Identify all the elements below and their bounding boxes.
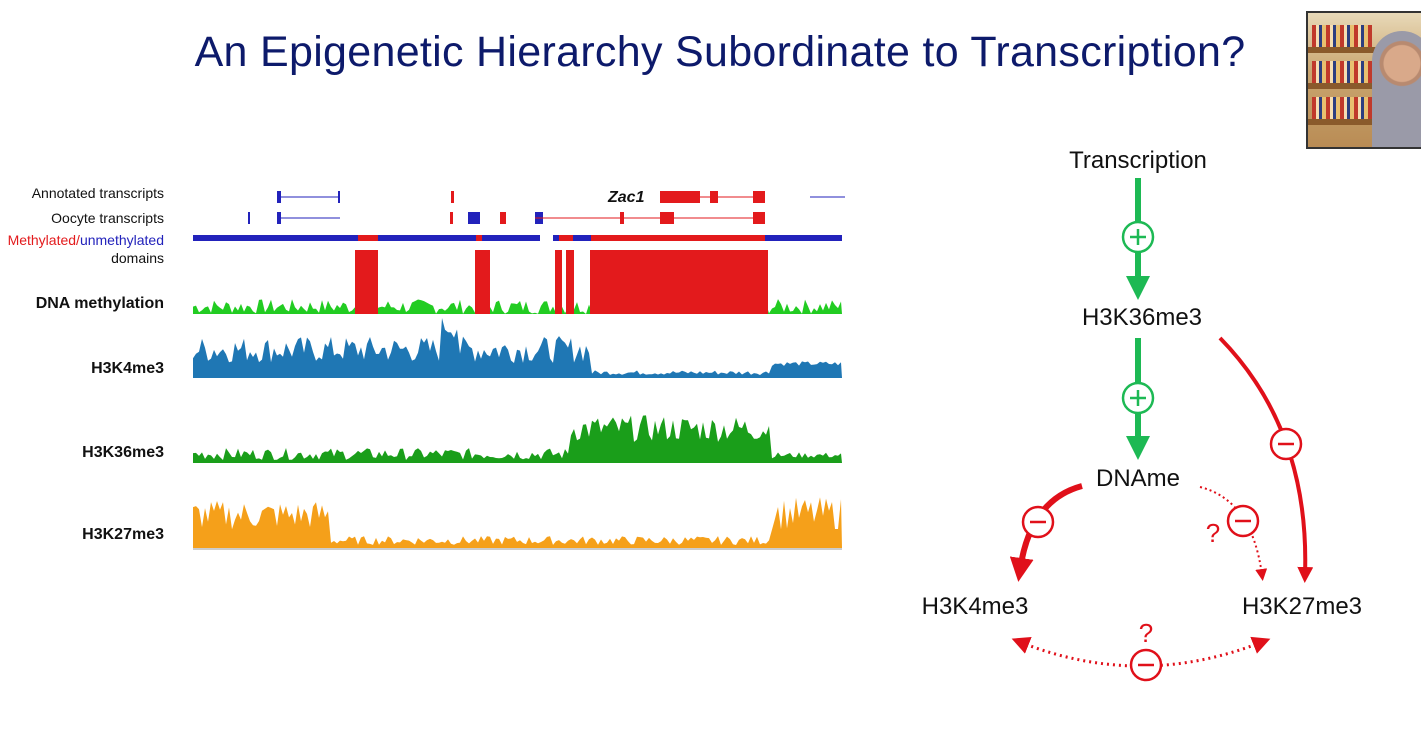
question-mark-dname-h3k27: ? <box>1206 518 1220 548</box>
arrow-transcription-to-h3k36 <box>1121 178 1155 300</box>
label-unmethylated: unmethylated <box>79 232 164 248</box>
signal-tracks <box>193 250 842 548</box>
h3k4me3-signal <box>193 318 842 378</box>
dna-methylation-high-block <box>590 250 768 314</box>
label-oocyte-transcripts: Oocyte transcripts <box>51 210 164 226</box>
dna-methylation-high-block <box>355 250 378 314</box>
arrow-h3k36-to-dname <box>1121 338 1155 460</box>
question-mark-h3k4-h3k27: ? <box>1139 618 1153 648</box>
label-annotated-transcripts: Annotated transcripts <box>31 185 164 201</box>
node-h3k27me3: H3K27me3 <box>1242 593 1362 620</box>
label-h3k36me3: H3K36me3 <box>82 444 164 461</box>
node-h3k36me3: H3K36me3 <box>1082 304 1202 331</box>
arrow-dname-to-h3k4 <box>1009 483 1083 582</box>
dna-methylation-high-block <box>566 250 574 314</box>
label-dna-methylation: DNA methylation <box>35 295 164 312</box>
label-methylated: Methylated/ <box>7 232 80 248</box>
presenter-figure <box>1372 31 1421 147</box>
label-h3k4me3: H3K4me3 <box>91 360 164 377</box>
arrow-dname-to-h3k27-dotted: ? <box>1199 486 1268 581</box>
label-domains: Methylated/unmethylated <box>8 232 164 248</box>
h3k27me3-signal <box>193 497 842 548</box>
h3k36me3-signal <box>193 415 842 463</box>
dna-methylation-high-block <box>555 250 562 314</box>
oocyte-transcripts-track <box>248 212 765 224</box>
node-transcription: Transcription <box>1069 147 1207 174</box>
presenter-webcam <box>1306 11 1421 149</box>
label-h3k27me3: H3K27me3 <box>82 526 164 543</box>
genome-browser-figure: Zac1 <box>193 189 845 550</box>
node-h3k4me3: H3K4me3 <box>922 593 1029 620</box>
annotated-transcripts-track <box>277 191 845 203</box>
dna-methylation-high-block <box>475 250 490 314</box>
arrow-h3k4-h3k27-dotted: ? <box>1011 618 1271 682</box>
slide-title: An Epigenetic Hierarchy Subordinate to T… <box>194 28 1246 76</box>
arrow-h3k36-to-h3k27 <box>1218 336 1314 583</box>
node-dname: DNAme <box>1096 465 1180 492</box>
methylation-domains-track <box>193 235 842 241</box>
label-domains-suffix: domains <box>111 250 164 266</box>
gene-label-zac1: Zac1 <box>607 189 645 206</box>
regulatory-diagram: Transcription H3K36me3 DNAme H3K4me3 H3K… <box>922 147 1362 682</box>
